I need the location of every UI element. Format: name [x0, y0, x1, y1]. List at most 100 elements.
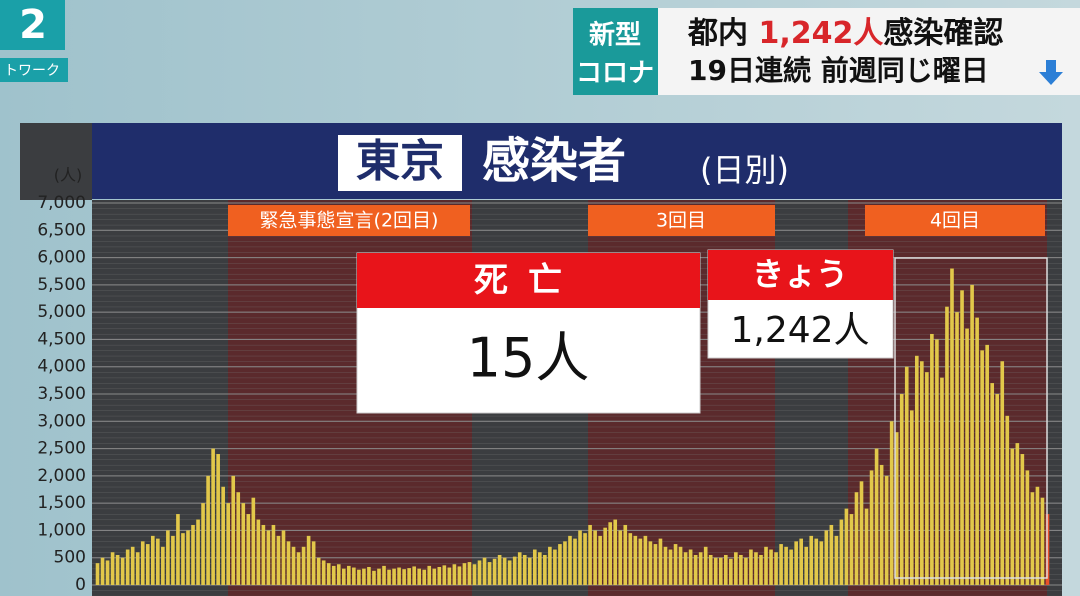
bar — [809, 535, 814, 585]
bar — [482, 557, 487, 585]
bar — [271, 524, 276, 585]
bar — [457, 566, 462, 585]
chart-title: 感染者 — [482, 133, 626, 189]
bar — [125, 549, 130, 585]
bar — [834, 535, 839, 585]
y-tick-label: 3,500 — [37, 384, 86, 404]
bar — [427, 565, 432, 585]
bar — [467, 562, 472, 585]
bar — [437, 566, 442, 585]
bar — [985, 344, 989, 585]
bar — [975, 317, 979, 585]
bar — [417, 568, 422, 585]
bar — [150, 535, 155, 585]
bar — [829, 524, 834, 585]
bar — [311, 541, 316, 585]
bar — [668, 549, 673, 585]
bar — [764, 546, 768, 585]
bar — [306, 535, 311, 585]
network-strip — [0, 58, 68, 82]
bar — [945, 306, 949, 585]
title-tag-box — [338, 135, 462, 191]
bar — [1030, 492, 1035, 585]
bar — [693, 554, 698, 585]
bar — [140, 541, 145, 585]
bar — [201, 503, 205, 585]
today-header — [708, 250, 893, 300]
bar — [653, 544, 658, 585]
bar — [387, 569, 391, 585]
logo — [0, 0, 65, 50]
bar — [628, 533, 633, 585]
bar — [301, 546, 306, 585]
bar — [673, 544, 678, 585]
today-value: 1,242人 — [730, 310, 869, 351]
bar — [166, 530, 170, 585]
bar — [543, 554, 547, 585]
bar — [110, 552, 115, 585]
bar — [447, 567, 452, 585]
bar — [894, 432, 899, 585]
period-label-box — [588, 205, 775, 236]
bar — [794, 541, 798, 585]
bar — [246, 514, 251, 585]
bar — [105, 560, 110, 585]
y-tick-label: 500 — [54, 548, 86, 568]
bar — [522, 554, 527, 585]
bar — [442, 565, 447, 585]
bar — [321, 560, 326, 585]
y-tick-label: 3,000 — [37, 411, 86, 431]
bar — [769, 549, 773, 585]
bar — [618, 530, 623, 585]
bar — [362, 568, 366, 585]
bar — [1015, 443, 1020, 585]
bar — [367, 566, 371, 585]
bar — [377, 568, 381, 585]
bar — [1040, 497, 1045, 585]
bar — [402, 569, 406, 585]
bar — [904, 366, 909, 585]
bar — [331, 565, 336, 585]
bar — [819, 541, 824, 585]
bar — [558, 544, 562, 585]
bar — [749, 549, 753, 585]
bar — [578, 530, 582, 585]
bar — [663, 546, 668, 585]
bar — [548, 546, 552, 585]
y-tick-label: 5,500 — [37, 275, 86, 295]
bar — [316, 557, 321, 585]
bar — [507, 560, 512, 585]
bar — [593, 530, 597, 585]
bar — [527, 557, 532, 585]
bar — [553, 549, 557, 585]
death-header — [357, 253, 700, 308]
bar — [678, 546, 683, 585]
y-axis-label: (人) — [54, 166, 83, 185]
caption-text: 感染確認 — [883, 16, 1003, 51]
bar — [382, 565, 386, 585]
bar — [814, 538, 819, 585]
bar — [171, 535, 175, 585]
bar — [372, 570, 376, 585]
period-label-box — [865, 205, 1045, 236]
bar — [341, 568, 346, 585]
bar — [698, 552, 703, 585]
bar — [336, 564, 341, 585]
bar — [181, 533, 185, 585]
bar — [216, 454, 220, 585]
bar — [844, 508, 849, 585]
bar — [824, 530, 829, 585]
bar — [532, 549, 537, 585]
bar — [120, 557, 125, 585]
y-tick-label: 4,000 — [37, 357, 86, 377]
chart-header — [92, 123, 1062, 199]
period-label: 3回目 — [656, 210, 706, 232]
bar — [734, 552, 738, 585]
y-tick-label: 5,000 — [37, 302, 86, 322]
bar — [638, 538, 643, 585]
bar — [432, 568, 437, 585]
bars — [95, 268, 1050, 585]
chart-subtitle: (日別) — [700, 151, 789, 189]
today-label: きょう — [752, 255, 848, 293]
